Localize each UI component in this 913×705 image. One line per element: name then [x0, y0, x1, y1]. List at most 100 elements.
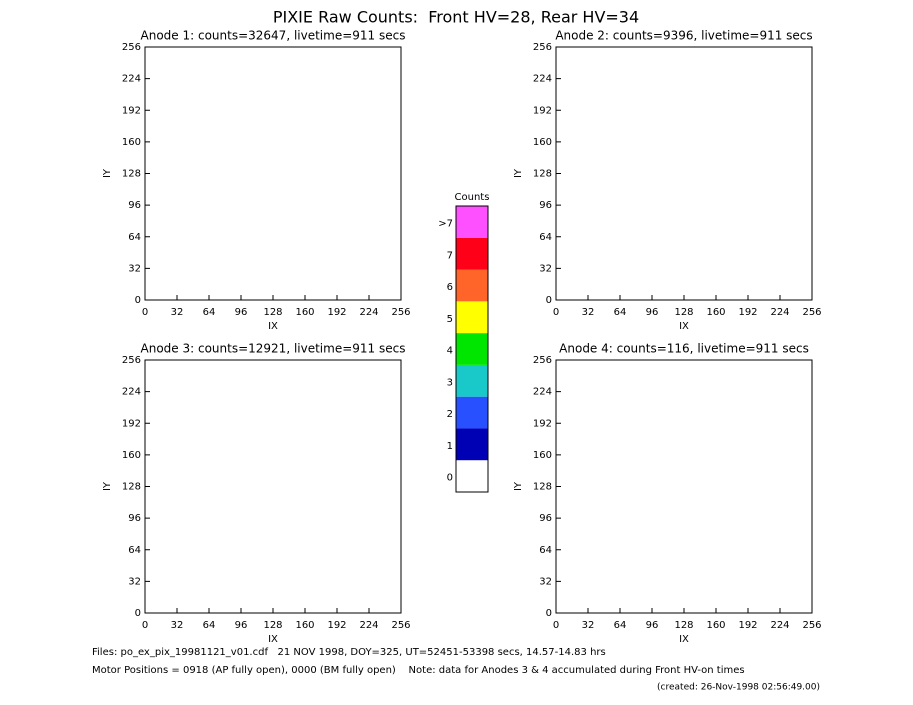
colorbar-label: 3: [447, 377, 453, 388]
x-tick-label: 0: [142, 620, 148, 631]
panel-title: Anode 1: counts=32647, livetime=911 secs: [141, 29, 406, 43]
x-tick-label: 192: [327, 620, 346, 631]
x-axis-label: IX: [679, 634, 689, 645]
y-tick-label: 160: [122, 137, 141, 148]
y-tick-label: 256: [533, 42, 552, 53]
colorbar-label: 4: [447, 346, 453, 357]
x-axis-label: IX: [268, 634, 278, 645]
x-tick-label: 0: [142, 307, 148, 318]
x-tick-label: 192: [327, 307, 346, 318]
x-tick-label: 96: [235, 620, 248, 631]
y-tick-label: 128: [122, 482, 141, 493]
y-tick-label: 192: [122, 418, 141, 429]
y-tick-label: 160: [533, 137, 552, 148]
colorbar-swatch: [456, 301, 488, 334]
x-tick-label: 256: [802, 307, 821, 318]
y-tick-label: 128: [533, 169, 552, 180]
y-tick-label: 192: [122, 105, 141, 116]
x-tick-label: 160: [295, 620, 314, 631]
colorbar-label: 0: [447, 473, 453, 484]
x-tick-label: 160: [295, 307, 314, 318]
x-tick-label: 256: [391, 620, 410, 631]
x-tick-label: 256: [391, 307, 410, 318]
x-tick-label: 128: [674, 620, 693, 631]
y-tick-label: 224: [533, 74, 552, 85]
colorbar-swatch: [456, 237, 488, 270]
colorbar-swatch: [456, 206, 488, 238]
x-tick-label: 128: [263, 620, 282, 631]
colorbar-label: 6: [447, 282, 453, 293]
x-tick-label: 224: [359, 307, 378, 318]
x-tick-label: 224: [359, 620, 378, 631]
y-tick-label: 224: [122, 387, 141, 398]
x-tick-label: 256: [802, 620, 821, 631]
x-tick-label: 64: [203, 307, 216, 318]
y-tick-label: 64: [128, 232, 141, 243]
footer-line: Motor Positions = 0918 (AP fully open), …: [92, 665, 745, 676]
y-tick-label: 32: [128, 576, 141, 587]
y-tick-label: 192: [533, 418, 552, 429]
x-tick-label: 192: [738, 620, 757, 631]
y-tick-label: 256: [533, 355, 552, 366]
colorbar-title: Counts: [455, 192, 490, 203]
colorbar-label: >7: [438, 218, 453, 229]
x-tick-label: 224: [770, 620, 789, 631]
x-tick-label: 32: [171, 620, 184, 631]
y-tick-label: 64: [539, 232, 552, 243]
x-tick-label: 96: [235, 307, 248, 318]
x-tick-label: 192: [738, 307, 757, 318]
y-tick-label: 0: [546, 608, 552, 619]
x-tick-label: 32: [171, 307, 184, 318]
x-axis-label: IX: [268, 321, 278, 332]
x-tick-label: 128: [263, 307, 282, 318]
y-axis-label: IY: [102, 481, 113, 491]
y-tick-label: 64: [539, 545, 552, 556]
y-tick-label: 96: [539, 200, 552, 211]
created-note: (created: 26-Nov-1998 02:56:49.00): [657, 683, 820, 693]
y-tick-label: 0: [135, 608, 141, 619]
y-tick-label: 32: [539, 576, 552, 587]
x-tick-label: 0: [553, 620, 559, 631]
colorbar-swatch: [456, 396, 488, 429]
colorbar-label: 7: [447, 250, 453, 261]
colorbar-swatch: [456, 460, 488, 492]
colorbar-swatch: [456, 428, 488, 461]
y-axis-label: IY: [513, 481, 524, 491]
x-tick-label: 96: [646, 307, 659, 318]
colorbar-label: 2: [447, 409, 453, 420]
y-tick-label: 160: [533, 450, 552, 461]
y-tick-label: 64: [128, 545, 141, 556]
colorbar-label: 5: [447, 314, 453, 325]
y-tick-label: 128: [533, 482, 552, 493]
footer-line: Files: po_ex_pix_19981121_v01.cdf 21 NOV…: [92, 647, 606, 658]
x-tick-label: 128: [674, 307, 693, 318]
y-tick-label: 96: [539, 513, 552, 524]
x-tick-label: 64: [614, 307, 627, 318]
x-tick-label: 64: [203, 620, 216, 631]
y-tick-label: 32: [128, 263, 141, 274]
x-tick-label: 96: [646, 620, 659, 631]
panel-title: Anode 4: counts=116, livetime=911 secs: [559, 342, 809, 356]
y-axis-label: IY: [513, 168, 524, 178]
page-title: PIXIE Raw Counts: Front HV=28, Rear HV=3…: [273, 8, 639, 27]
x-tick-label: 224: [770, 307, 789, 318]
colorbar-swatch: [456, 333, 488, 365]
x-tick-label: 0: [553, 307, 559, 318]
colorbar-swatch: [456, 269, 488, 302]
colorbar-frame: [455, 205, 489, 493]
y-tick-label: 256: [122, 42, 141, 53]
y-tick-label: 96: [128, 513, 141, 524]
y-tick-label: 256: [122, 355, 141, 366]
y-tick-label: 32: [539, 263, 552, 274]
y-tick-label: 160: [122, 450, 141, 461]
y-tick-label: 192: [533, 105, 552, 116]
x-tick-label: 160: [706, 307, 725, 318]
colorbar-label: 1: [447, 441, 453, 452]
y-tick-label: 224: [122, 74, 141, 85]
y-axis-label: IY: [102, 168, 113, 178]
y-tick-label: 0: [135, 295, 141, 306]
x-tick-label: 32: [582, 620, 595, 631]
x-tick-label: 64: [614, 620, 627, 631]
colorbar-swatch: [456, 364, 488, 397]
